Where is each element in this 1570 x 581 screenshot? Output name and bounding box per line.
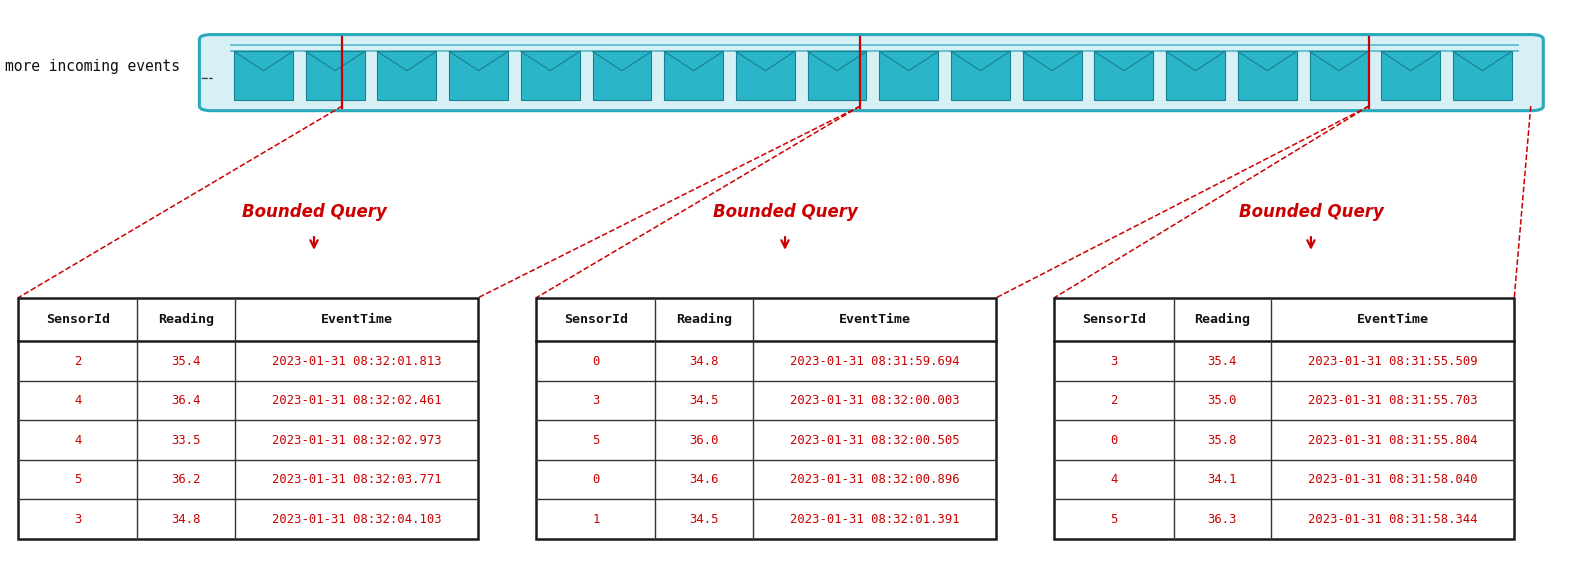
Bar: [879, 52, 939, 99]
Bar: [377, 52, 436, 99]
Text: EventTime: EventTime: [1356, 313, 1429, 326]
Text: 5: 5: [592, 433, 600, 447]
Text: 34.8: 34.8: [689, 354, 719, 368]
Text: 4: 4: [74, 394, 82, 407]
Text: 5: 5: [74, 473, 82, 486]
Text: 2023-01-31 08:31:55.703: 2023-01-31 08:31:55.703: [1308, 394, 1477, 407]
Text: 2023-01-31 08:31:58.040: 2023-01-31 08:31:58.040: [1308, 473, 1477, 486]
Text: Bounded Query: Bounded Query: [242, 203, 386, 221]
Bar: [1382, 52, 1440, 99]
Text: 0: 0: [592, 354, 600, 368]
Bar: [1022, 52, 1082, 99]
Text: 2023-01-31 08:31:58.344: 2023-01-31 08:31:58.344: [1308, 512, 1477, 526]
Text: EventTime: EventTime: [320, 313, 392, 326]
Text: 2023-01-31 08:32:00.896: 2023-01-31 08:32:00.896: [790, 473, 959, 486]
Text: 2023-01-31 08:32:03.771: 2023-01-31 08:32:03.771: [272, 473, 441, 486]
Bar: [234, 52, 294, 99]
Text: 0: 0: [592, 473, 600, 486]
Text: 0: 0: [1110, 433, 1118, 447]
Bar: [951, 52, 1010, 99]
Text: 35.0: 35.0: [1207, 394, 1237, 407]
Text: 3: 3: [1110, 354, 1118, 368]
Text: 35.4: 35.4: [1207, 354, 1237, 368]
Bar: [1237, 52, 1297, 99]
Text: Reading: Reading: [159, 313, 214, 326]
Bar: [19, 297, 477, 539]
Bar: [1053, 297, 1513, 539]
Text: 34.5: 34.5: [689, 394, 719, 407]
Bar: [807, 52, 867, 99]
Text: SensorId: SensorId: [46, 313, 110, 326]
Text: 2023-01-31 08:32:01.813: 2023-01-31 08:32:01.813: [272, 354, 441, 368]
Bar: [1167, 52, 1225, 99]
Text: SensorId: SensorId: [564, 313, 628, 326]
Text: 2023-01-31 08:31:55.509: 2023-01-31 08:31:55.509: [1308, 354, 1477, 368]
Text: 3: 3: [592, 394, 600, 407]
Text: Reading: Reading: [677, 313, 732, 326]
Text: 2023-01-31 08:32:04.103: 2023-01-31 08:32:04.103: [272, 512, 441, 526]
Bar: [592, 52, 652, 99]
Text: 2023-01-31 08:32:02.461: 2023-01-31 08:32:02.461: [272, 394, 441, 407]
FancyBboxPatch shape: [199, 34, 1543, 110]
Text: 2: 2: [1110, 394, 1118, 407]
Text: 34.1: 34.1: [1207, 473, 1237, 486]
Text: 3: 3: [74, 512, 82, 526]
Text: 36.2: 36.2: [171, 473, 201, 486]
Bar: [1094, 52, 1154, 99]
Bar: [1309, 52, 1369, 99]
Text: 2023-01-31 08:32:00.003: 2023-01-31 08:32:00.003: [790, 394, 959, 407]
Text: more incoming events: more incoming events: [5, 59, 179, 74]
Text: 2023-01-31 08:32:00.505: 2023-01-31 08:32:00.505: [790, 433, 959, 447]
Text: 36.4: 36.4: [171, 394, 201, 407]
Text: 34.8: 34.8: [171, 512, 201, 526]
Bar: [537, 297, 997, 539]
Text: 2023-01-31 08:32:01.391: 2023-01-31 08:32:01.391: [790, 512, 959, 526]
Bar: [306, 52, 364, 99]
Bar: [521, 52, 579, 99]
Bar: [1452, 52, 1512, 99]
Text: 2023-01-31 08:31:55.804: 2023-01-31 08:31:55.804: [1308, 433, 1477, 447]
Text: 1: 1: [592, 512, 600, 526]
Text: 34.5: 34.5: [689, 512, 719, 526]
Text: 35.8: 35.8: [1207, 433, 1237, 447]
Bar: [449, 52, 509, 99]
Text: Reading: Reading: [1195, 313, 1250, 326]
Text: 33.5: 33.5: [171, 433, 201, 447]
Text: 4: 4: [1110, 473, 1118, 486]
Text: 4: 4: [74, 433, 82, 447]
Text: SensorId: SensorId: [1082, 313, 1146, 326]
Text: Bounded Query: Bounded Query: [1239, 203, 1383, 221]
Text: 5: 5: [1110, 512, 1118, 526]
Text: 36.0: 36.0: [689, 433, 719, 447]
Text: 36.3: 36.3: [1207, 512, 1237, 526]
Text: 34.6: 34.6: [689, 473, 719, 486]
Text: EventTime: EventTime: [838, 313, 911, 326]
Bar: [664, 52, 724, 99]
Text: 2023-01-31 08:31:59.694: 2023-01-31 08:31:59.694: [790, 354, 959, 368]
Text: 2: 2: [74, 354, 82, 368]
Text: 35.4: 35.4: [171, 354, 201, 368]
Text: 2023-01-31 08:32:02.973: 2023-01-31 08:32:02.973: [272, 433, 441, 447]
Bar: [736, 52, 794, 99]
Text: Bounded Query: Bounded Query: [713, 203, 857, 221]
